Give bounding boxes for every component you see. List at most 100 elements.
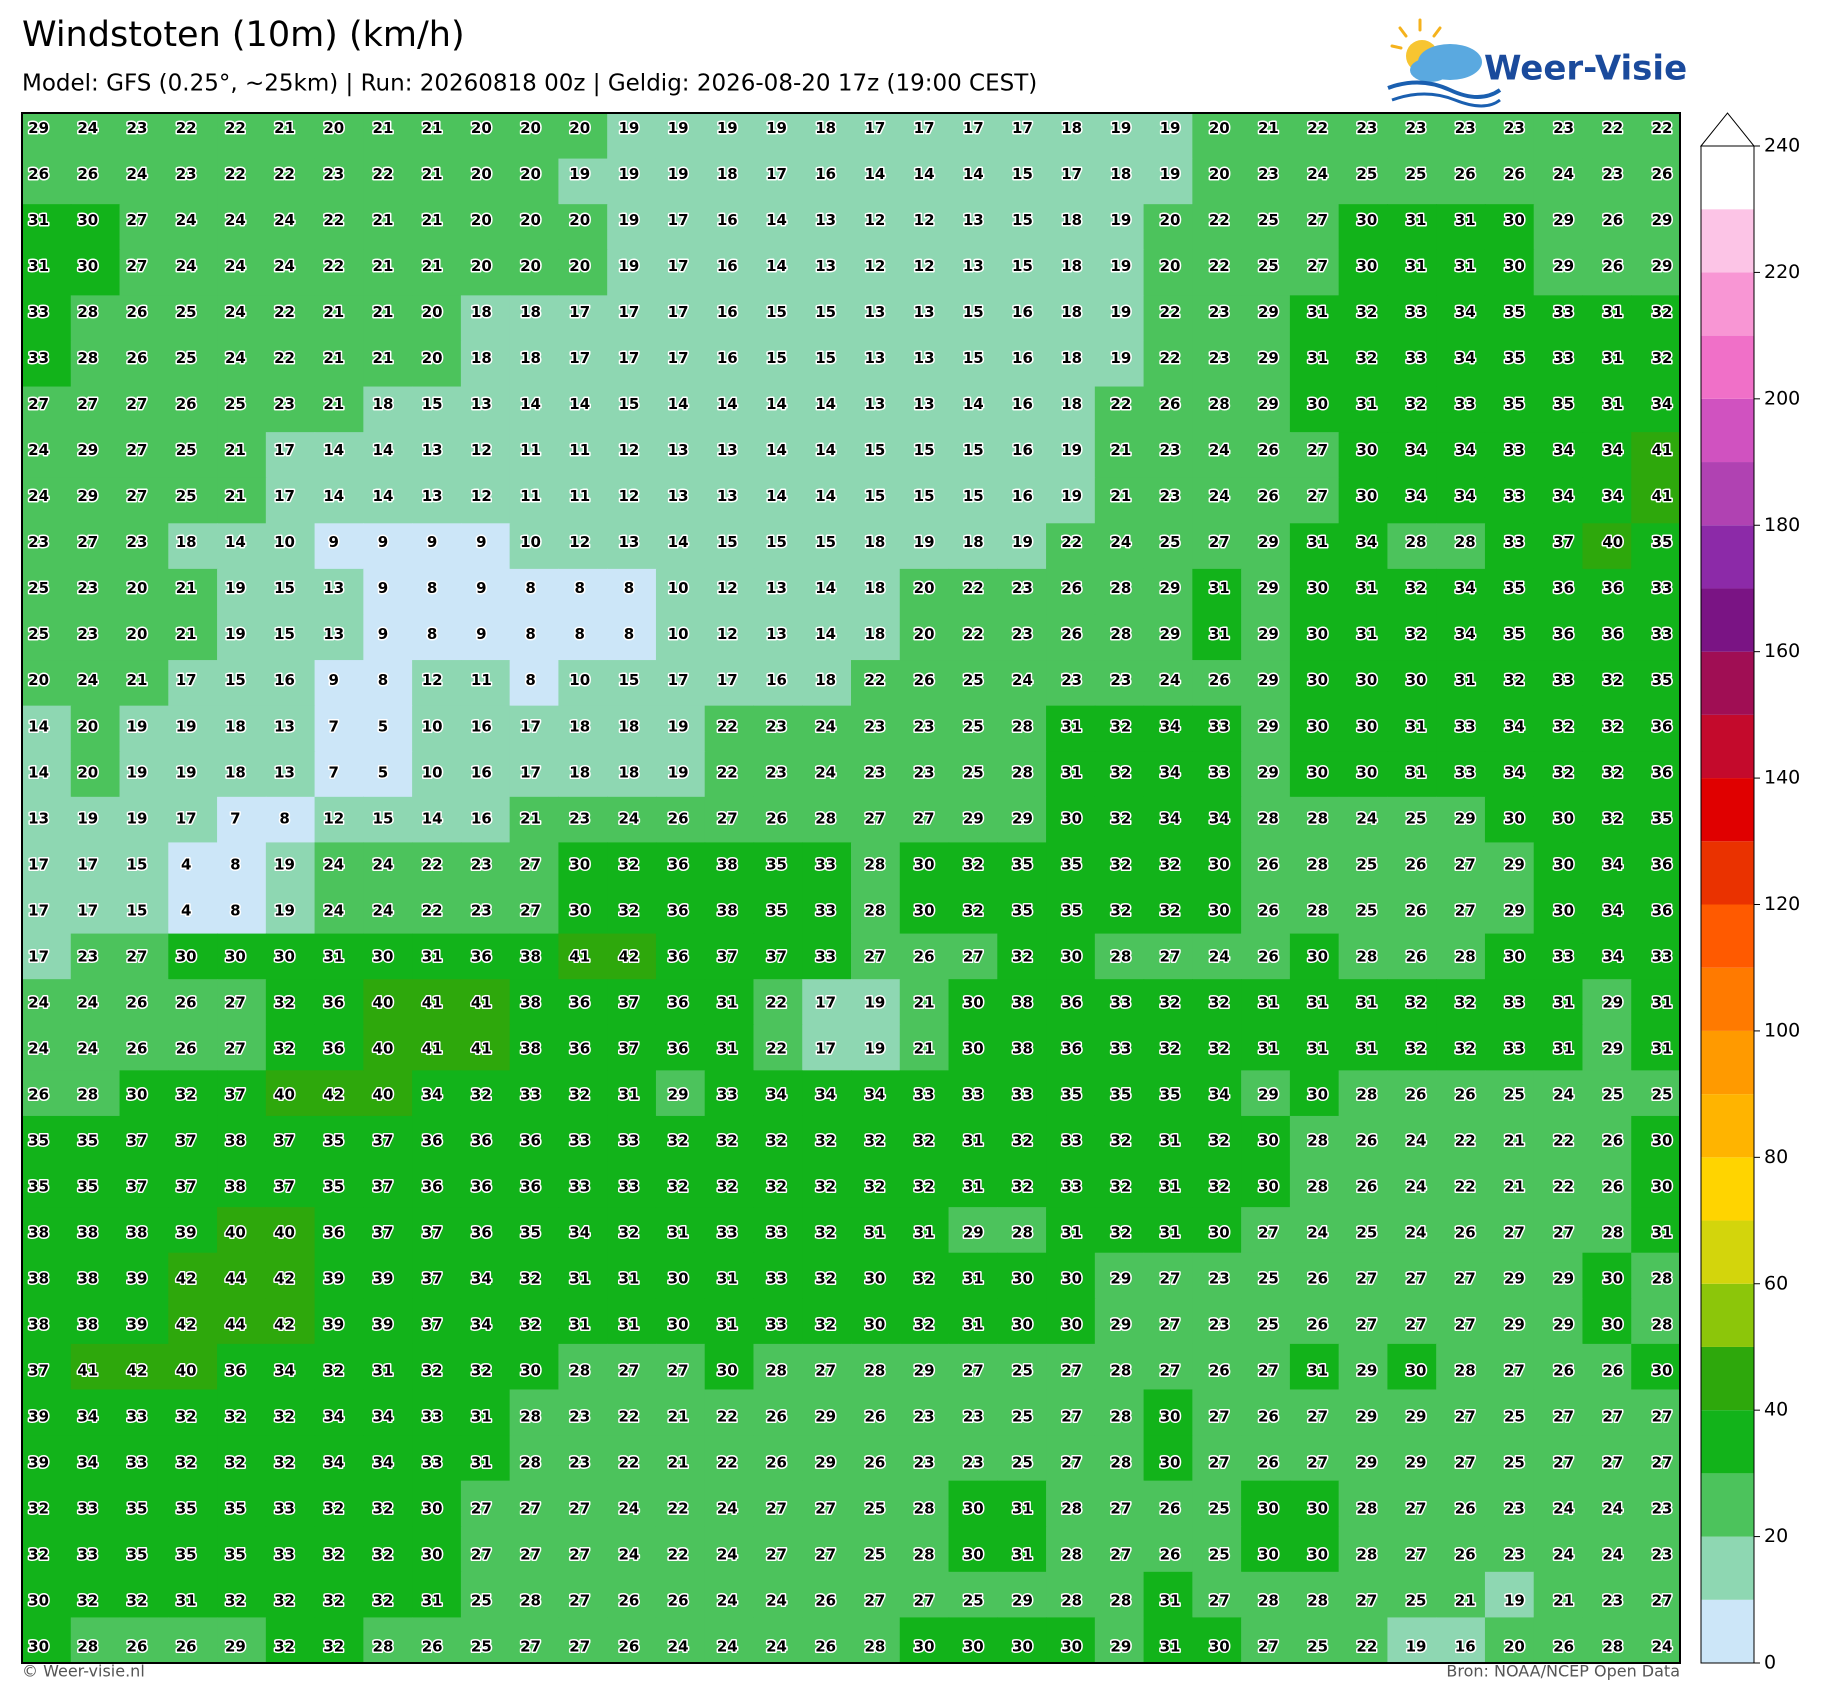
value-label: 4	[181, 901, 191, 919]
value-label: 21	[176, 579, 197, 597]
value-label: 27	[1061, 1407, 1082, 1425]
cell	[265, 842, 316, 889]
value-label: 27	[1602, 1453, 1623, 1471]
colorbar-segment	[1701, 146, 1754, 210]
value-label: 14	[323, 487, 344, 505]
value-label: 25	[963, 763, 984, 781]
cell	[1484, 660, 1535, 707]
cell	[168, 568, 218, 616]
value-label: 32	[1356, 303, 1377, 321]
value-label: 32	[815, 1269, 836, 1287]
value-label: 19	[1406, 1638, 1427, 1656]
value-label: 26	[1356, 1131, 1377, 1149]
cell	[948, 1070, 998, 1117]
cell	[1631, 796, 1681, 844]
value-label: 32	[1110, 1223, 1131, 1241]
colorbar-segment	[1701, 462, 1754, 526]
value-label: 33	[1406, 349, 1427, 367]
value-label: 17	[569, 349, 590, 367]
value-label: 24	[766, 1638, 787, 1656]
cell	[217, 158, 267, 205]
cell	[1436, 1389, 1486, 1436]
cell	[1192, 295, 1242, 342]
cell	[119, 1207, 169, 1254]
cell	[119, 614, 169, 661]
cell	[753, 1435, 803, 1482]
value-label: 12	[618, 487, 639, 505]
value-label: 30	[225, 947, 246, 965]
value-label: 32	[323, 1545, 344, 1563]
value-label: 31	[1602, 349, 1623, 367]
value-label: 15	[963, 303, 984, 321]
value-label: 25	[1356, 901, 1377, 919]
cell	[948, 933, 998, 980]
value-label: 23	[1652, 1499, 1673, 1517]
colorbar-segment	[1701, 1599, 1754, 1663]
value-label: 32	[323, 1638, 344, 1656]
cell	[70, 295, 121, 342]
cell	[607, 933, 657, 980]
cell	[997, 1343, 1047, 1391]
cell	[363, 1024, 413, 1071]
cell	[70, 751, 121, 798]
cell	[168, 1343, 218, 1391]
cell	[70, 933, 121, 980]
cell	[558, 295, 608, 342]
cell	[265, 340, 316, 388]
value-label: 29	[77, 441, 98, 459]
cell	[1582, 660, 1632, 707]
cell	[802, 660, 852, 707]
value-label: 14	[864, 165, 885, 183]
cell	[753, 158, 803, 205]
value-label: 12	[618, 441, 639, 459]
value-label: 17	[274, 441, 295, 459]
value-label: 33	[1652, 579, 1673, 597]
value-label: 17	[914, 119, 935, 137]
value-label: 19	[668, 119, 689, 137]
cell	[655, 432, 706, 479]
value-label: 29	[1258, 395, 1279, 413]
cell	[1241, 1161, 1291, 1208]
cell	[412, 1207, 462, 1254]
cell	[607, 1024, 657, 1071]
cell	[1338, 113, 1389, 160]
cell	[412, 432, 462, 479]
value-label: 40	[274, 1223, 295, 1241]
cell	[899, 295, 950, 342]
value-label: 28	[864, 1638, 885, 1656]
value-label: 12	[717, 625, 738, 643]
value-label: 28	[520, 1591, 541, 1609]
cell	[22, 705, 72, 752]
value-label: 33	[618, 1177, 639, 1195]
cell	[655, 1435, 706, 1482]
value-label: 32	[1160, 901, 1181, 919]
cell	[558, 614, 608, 661]
cell	[363, 705, 413, 752]
value-label: 34	[1160, 763, 1181, 781]
colorbar-segment	[1701, 588, 1754, 652]
value-label: 35	[1012, 901, 1033, 919]
cell	[460, 1207, 511, 1254]
value-label: 21	[422, 165, 443, 183]
cell	[851, 1298, 901, 1345]
value-label: 27	[815, 1499, 836, 1517]
value-label: 17	[668, 211, 689, 229]
cell	[1094, 614, 1145, 661]
cell	[948, 1161, 998, 1208]
value-label: 18	[1061, 349, 1082, 367]
cell	[217, 1115, 267, 1163]
value-label: 31	[717, 1315, 738, 1333]
value-label: 30	[1504, 809, 1525, 827]
value-label: 14	[569, 395, 590, 413]
cell	[265, 1389, 316, 1436]
cell	[1387, 340, 1437, 388]
value-label: 10	[569, 671, 590, 689]
value-label: 32	[225, 1453, 246, 1471]
cell	[1241, 249, 1291, 296]
cell	[412, 660, 462, 707]
value-label: 18	[1061, 303, 1082, 321]
value-label: 13	[717, 441, 738, 459]
cell	[1241, 1207, 1291, 1254]
value-label: 26	[1455, 1499, 1476, 1517]
cell	[1533, 340, 1584, 388]
